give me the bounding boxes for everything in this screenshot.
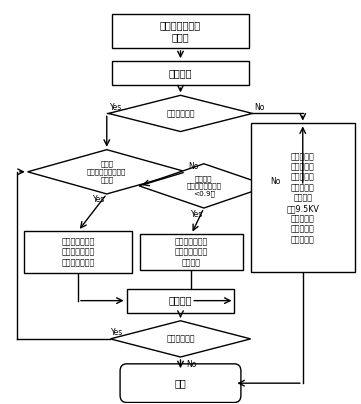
Text: 对节点电压最低
的一个节点进行
无功补偿: 对节点电压最低 的一个节点进行 无功补偿 xyxy=(175,238,208,267)
Text: Yes: Yes xyxy=(112,328,124,337)
Text: 出现低电压？: 出现低电压？ xyxy=(166,335,195,343)
FancyBboxPatch shape xyxy=(127,288,234,313)
Text: 潮流计算: 潮流计算 xyxy=(169,68,192,78)
FancyBboxPatch shape xyxy=(140,234,243,270)
Text: Yes: Yes xyxy=(93,196,106,204)
Text: No: No xyxy=(271,177,281,185)
Polygon shape xyxy=(109,95,252,132)
Text: 出现低电压？: 出现低电压？ xyxy=(166,109,195,118)
FancyBboxPatch shape xyxy=(112,14,249,48)
Text: 对节点电压最高
的一段低电压线
路进行导线更换: 对节点电压最高 的一段低电压线 路进行导线更换 xyxy=(61,238,95,267)
Text: No: No xyxy=(188,162,198,171)
Text: 从低电压线
路的末端分
别向电源点
遍历，选择
首个电压
大于9.5KV
的节点，在
这些节点处
配置调压器: 从低电压线 路的末端分 别向电源点 遍历，选择 首个电压 大于9.5KV 的节点… xyxy=(286,152,319,244)
FancyBboxPatch shape xyxy=(120,364,241,402)
Text: No: No xyxy=(255,103,265,112)
Text: 配电网结构和参
数获取: 配电网结构和参 数获取 xyxy=(160,20,201,42)
FancyBboxPatch shape xyxy=(112,61,249,85)
Text: No: No xyxy=(186,360,196,369)
Text: 是否有
线路不符合经济输送
容量？: 是否有 线路不符合经济输送 容量？ xyxy=(87,161,126,183)
Text: 潮流计算: 潮流计算 xyxy=(169,296,192,306)
Polygon shape xyxy=(28,149,186,194)
Text: Yes: Yes xyxy=(110,103,122,112)
Text: Yes: Yes xyxy=(191,210,203,219)
Polygon shape xyxy=(139,164,269,208)
FancyBboxPatch shape xyxy=(251,124,355,272)
Text: 是否有低
电压节点功率因数
<0.9？: 是否有低 电压节点功率因数 <0.9？ xyxy=(186,175,221,197)
FancyBboxPatch shape xyxy=(24,231,132,274)
Polygon shape xyxy=(110,321,251,357)
Text: 结束: 结束 xyxy=(175,378,186,388)
